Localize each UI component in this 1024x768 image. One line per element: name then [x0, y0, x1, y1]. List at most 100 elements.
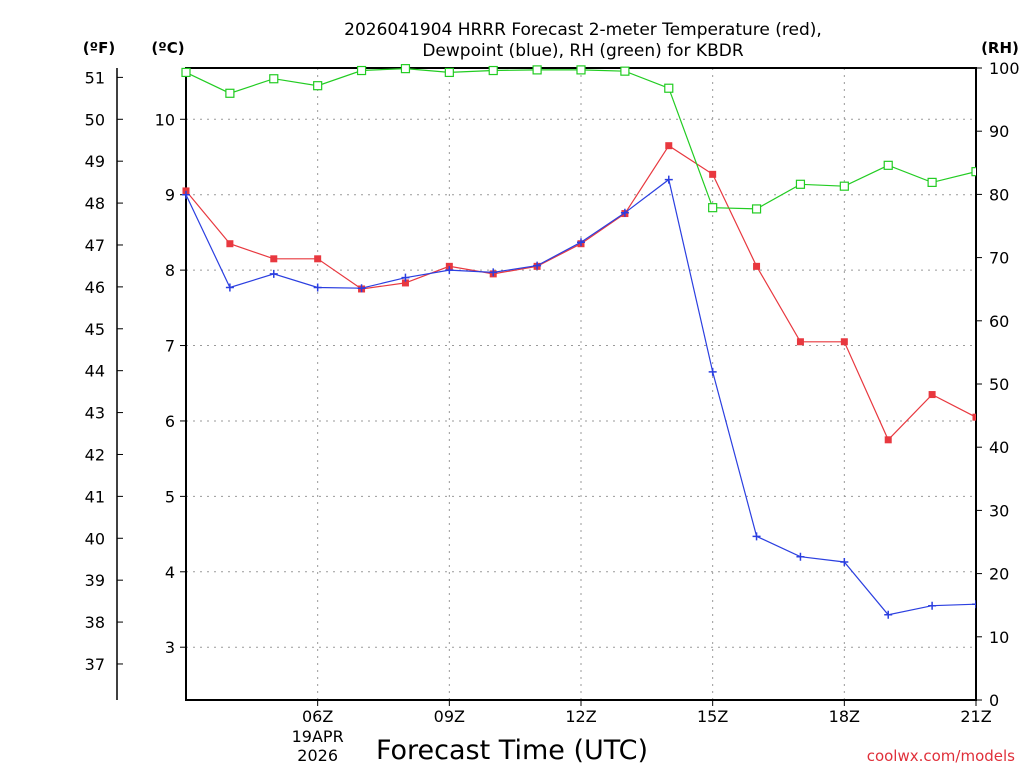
dewpoint-point: [620, 208, 629, 217]
fahrenheit-tick-label: 43: [85, 404, 105, 423]
fahrenheit-tick-label: 39: [85, 571, 105, 590]
temperature-point: [972, 413, 976, 421]
x-tick-label-18Z: 18Z: [829, 707, 860, 726]
fahrenheit-unit-label: (ºF): [83, 39, 115, 57]
rh-point: [225, 88, 235, 98]
dewpoint-point: [884, 610, 893, 619]
rh-tick-label: 0: [989, 691, 999, 710]
rh-tick-label: 80: [989, 185, 1009, 204]
x-axis-title: Forecast Time (UTC): [376, 735, 648, 766]
rh-unit-label: (RH): [981, 39, 1019, 57]
fahrenheit-tick-label: 38: [85, 613, 105, 632]
fahrenheit-tick-label: 42: [85, 445, 105, 464]
dewpoint-point: [357, 284, 366, 293]
dewpoint-point: [577, 238, 585, 247]
rh-point: [532, 65, 542, 75]
rh-point: [576, 65, 586, 75]
fahrenheit-tick-label: 51: [85, 68, 105, 87]
temperature-point: [753, 262, 761, 270]
dewpoint-point: [840, 557, 849, 566]
dewpoint-point: [313, 283, 322, 292]
rh-tick-label: 20: [989, 565, 1009, 584]
grid-lines: [186, 68, 977, 700]
data-series: [181, 64, 976, 619]
credit-link[interactable]: coolwx.com/models: [867, 747, 1015, 765]
temperature-point: [401, 279, 409, 287]
dewpoint-point: [972, 600, 976, 609]
x-tick-label-15Z: 15Z: [697, 707, 728, 726]
rh-tick-label: 70: [989, 249, 1009, 268]
rh-tick-label: 50: [989, 375, 1009, 394]
celsius-tick-label: 9: [165, 186, 175, 205]
dewpoint-point: [225, 283, 234, 292]
x-tick-label-06Z: 06Z: [302, 707, 333, 726]
rh-point: [269, 74, 279, 84]
dewpoint-point: [708, 367, 717, 376]
x-tick-label-09Z: 09Z: [434, 707, 465, 726]
celsius-tick-label: 3: [165, 638, 175, 657]
dewpoint-point: [533, 261, 542, 270]
celsius-tick-label: 10: [155, 110, 175, 129]
celsius-tick-label: 6: [165, 412, 175, 431]
temperature-point: [314, 255, 322, 263]
dewpoint-point: [445, 266, 454, 275]
fahrenheit-tick-label: 40: [85, 529, 105, 548]
series-dewpoint: [182, 175, 976, 619]
dewpoint-point: [182, 190, 190, 199]
fahrenheit-tick-label: 46: [85, 278, 105, 297]
x-tick-sublabel: 2026: [297, 746, 338, 765]
celsius-tick-label: 5: [165, 487, 175, 506]
rh-point: [488, 65, 498, 76]
rh-point: [444, 67, 454, 78]
x-tick-label-21Z: 21Z: [960, 707, 991, 726]
fahrenheit-tick-label: 47: [85, 236, 105, 255]
dewpoint-point: [664, 175, 673, 184]
temperature-point: [226, 240, 234, 248]
rh-tick-label: 10: [989, 628, 1009, 647]
fahrenheit-tick-label: 45: [85, 320, 105, 339]
series-rh: [181, 64, 976, 214]
rh-point: [313, 81, 323, 91]
dewpoint-point: [401, 273, 410, 282]
rh-point: [839, 181, 849, 191]
rh-point: [751, 204, 762, 214]
x-tick-label-12Z: 12Z: [565, 707, 596, 726]
celsius-unit-label: (ºC): [151, 39, 184, 57]
x-tick-sublabel: 19APR: [292, 727, 344, 746]
rh-point: [356, 65, 367, 76]
dewpoint-point: [796, 552, 805, 561]
dewpoint-point: [752, 532, 761, 541]
temperature-point: [884, 436, 892, 444]
rh-point: [620, 66, 630, 76]
temperature-point: [270, 255, 278, 263]
celsius-tick-label: 4: [165, 563, 175, 582]
fahrenheit-tick-label: 37: [85, 655, 105, 674]
rh-tick-label: 90: [989, 122, 1009, 141]
fahrenheit-tick-label: 41: [85, 487, 105, 506]
rh-tick-label: 30: [989, 501, 1009, 520]
temperature-point: [928, 391, 936, 399]
rh-point: [795, 179, 806, 189]
dewpoint-point: [269, 269, 278, 278]
celsius-tick-label: 7: [165, 337, 175, 356]
fahrenheit-tick-label: 48: [85, 194, 105, 213]
dewpoint-point: [928, 601, 937, 610]
celsius-tick-label: 8: [165, 261, 175, 280]
rh-point: [664, 83, 674, 93]
chart-title-line-2: Dewpoint (blue), RH (green) for KBDR: [422, 41, 743, 61]
rh-point: [181, 67, 191, 78]
temperature-point: [665, 142, 673, 150]
rh-point: [883, 160, 893, 170]
chart-title-line-1: 2026041904 HRRR Forecast 2-meter Tempera…: [344, 20, 822, 40]
dewpoint-point: [489, 268, 498, 277]
fahrenheit-tick-label: 44: [85, 362, 105, 381]
rh-point: [708, 203, 718, 213]
rh-tick-label: 60: [989, 312, 1009, 331]
rh-point: [971, 167, 976, 177]
rh-point: [927, 177, 937, 187]
rh-tick-label: 40: [989, 438, 1009, 457]
temperature-point: [796, 338, 804, 346]
rh-tick-label: 100: [989, 59, 1020, 78]
rh-point: [400, 64, 411, 74]
